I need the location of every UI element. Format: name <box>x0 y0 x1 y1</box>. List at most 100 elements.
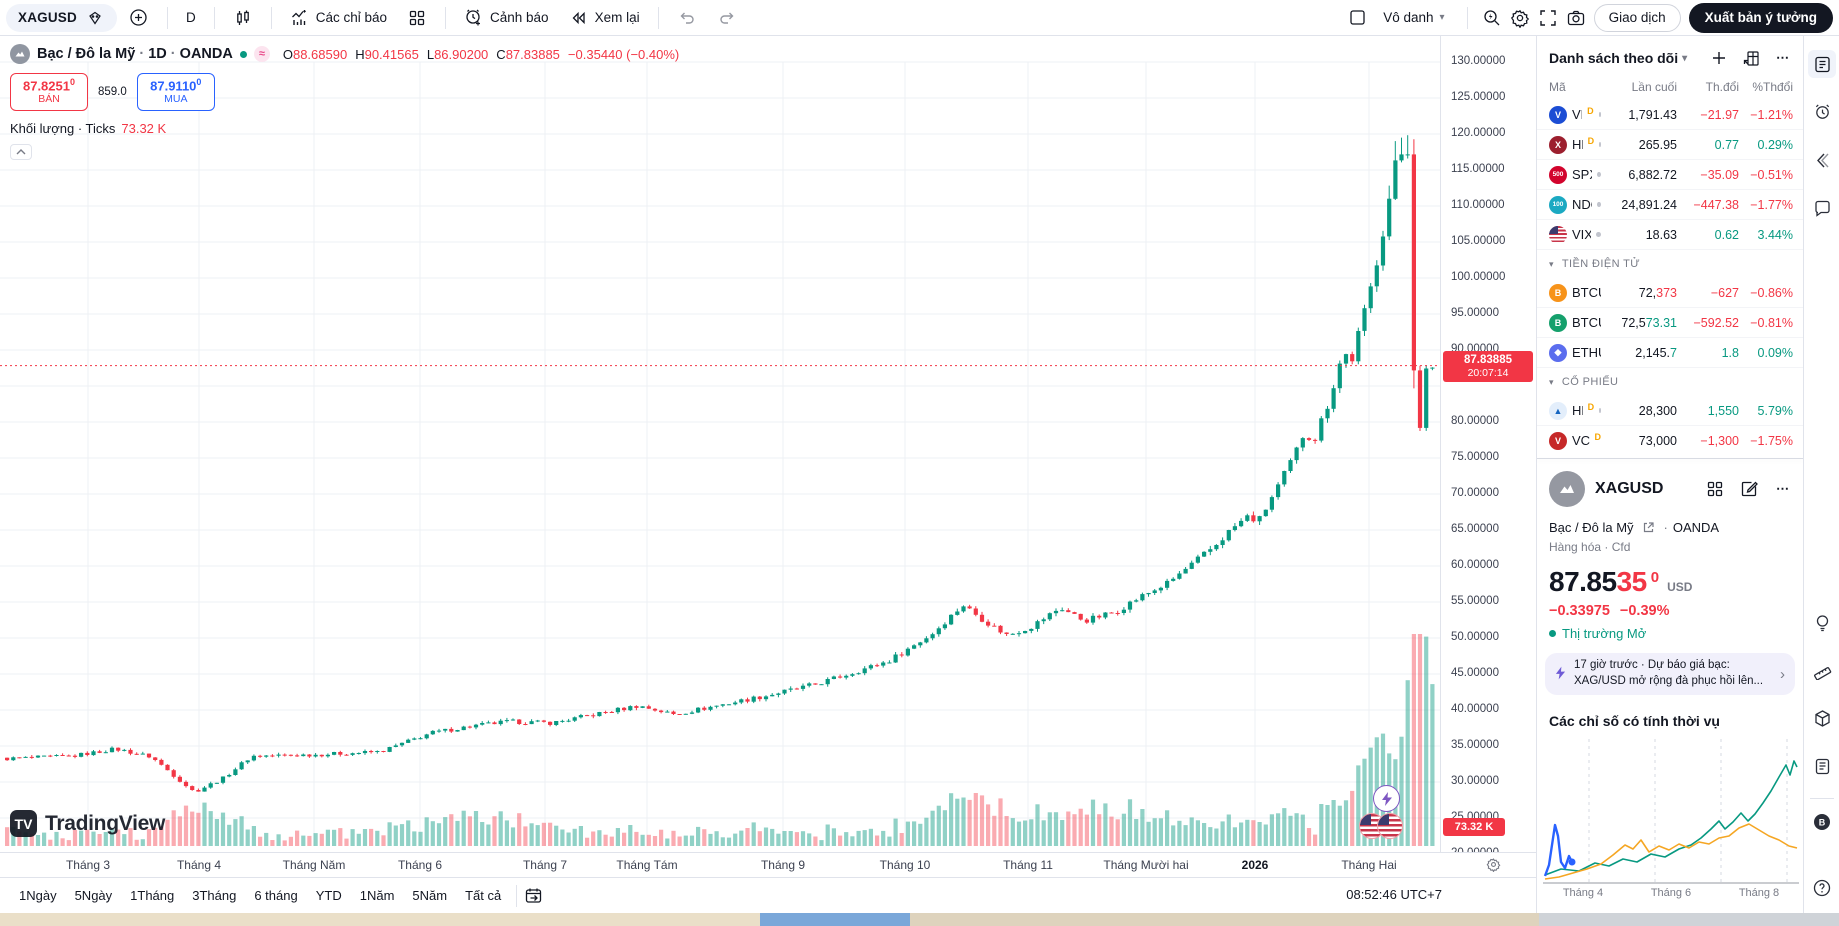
detail-grid-icon[interactable] <box>1705 479 1725 499</box>
trade-button[interactable]: Giao dịch <box>1593 3 1681 32</box>
watchlist-panel-icon[interactable] <box>1808 50 1836 78</box>
price-axis-label: 130.00000 <box>1451 55 1506 67</box>
undo-icon <box>677 8 697 28</box>
current-price-tag: 87.83885 20:07:14 <box>1443 351 1533 382</box>
detail-edit-icon[interactable] <box>1739 479 1759 499</box>
detail-symbol[interactable]: XAGUSD <box>1595 480 1664 497</box>
time-axis[interactable]: Tháng 3 Tháng 4 Tháng Năm Tháng 6 Tháng 7 Thá… <box>0 852 1536 877</box>
screenshot-camera-icon[interactable] <box>1566 8 1586 28</box>
news-event-icon[interactable] <box>1373 785 1400 812</box>
redo-button[interactable] <box>709 4 745 32</box>
symbol-logo-icon: B <box>1549 283 1567 302</box>
panel-divider[interactable] <box>1537 458 1803 459</box>
watchlist-row[interactable]: VIX 18.63 0.62 3.44% <box>1537 220 1803 250</box>
news-banner[interactable]: 17 giờ trước · Dự báo giá bạc: XAG/USD mở… <box>1545 653 1795 695</box>
divider <box>166 6 168 29</box>
brokers-panel-icon[interactable]: B <box>1808 808 1836 836</box>
timeframe-button[interactable]: 1Năm <box>359 888 395 903</box>
top-toolbar: XAGUSD D <box>0 0 1839 36</box>
seasonal-chart[interactable]: Tháng 4 Tháng 6 Tháng 8 <box>1543 735 1799 899</box>
quick-search-icon[interactable] <box>1482 8 1502 28</box>
candlestick-chart[interactable] <box>0 36 1440 852</box>
compare-add-symbol-button[interactable] <box>121 4 157 32</box>
external-link-icon[interactable] <box>1639 517 1659 537</box>
watchlist-row[interactable]: XHNXD265.950.770.29% <box>1537 130 1803 160</box>
watchlist-row[interactable]: VVCID73,000−1,300−1.75% <box>1537 426 1803 454</box>
interval-button[interactable]: D <box>185 10 196 25</box>
watchlist-section[interactable]: ▾ CỔ PHIẾU <box>1549 376 1619 388</box>
symbol-logo-icon: 100 <box>1549 195 1567 214</box>
time-axis-label: Tháng 11 <box>1003 858 1053 872</box>
indicator-templates-button[interactable] <box>399 4 435 32</box>
timeframe-button[interactable]: 5Ngày <box>74 888 113 903</box>
timeframe-button[interactable]: 3Tháng <box>192 888 237 903</box>
timeframe-button[interactable]: YTD <box>315 888 342 903</box>
publish-idea-button[interactable]: Xuất bản ý tưởng <box>1688 2 1833 33</box>
price-axis[interactable]: 130.00000 125.00000 120.00000 115.00000 110.… <box>1440 36 1536 852</box>
watchlist-row[interactable]: BBTCUS72,573.31−592.52−0.81% <box>1537 308 1803 338</box>
go-to-date-icon[interactable] <box>523 886 543 906</box>
watchlist-section[interactable]: ▾ TIỀN ĐIỆN TỬ <box>1549 258 1641 270</box>
layout-select-icon[interactable] <box>1347 8 1367 28</box>
watchlist-row[interactable]: 100NDQ24,891.24−447.38−1.77% <box>1537 190 1803 220</box>
watchlist-title-dropdown[interactable]: Danh sách theo dõi ▾ <box>1549 50 1688 66</box>
time-axis-label: Tháng Mười hai <box>1103 858 1189 872</box>
time-axis-label: Tháng 7 <box>522 858 568 872</box>
watchlist-row[interactable]: BBTCUS72,373−627−0.86% <box>1537 278 1803 308</box>
divider <box>657 6 659 29</box>
alert-button[interactable]: Cảnh báo <box>456 4 557 32</box>
watchlist-row[interactable]: ◆ETHUS2,145.71.80.09% <box>1537 338 1803 368</box>
axis-settings-gear-icon[interactable] <box>1486 857 1501 875</box>
economic-event-flag-icon[interactable] <box>1377 813 1403 839</box>
watchlist-column-headers[interactable]: Mã Lần cuối Th.đổi %Thđổi <box>1549 80 1793 94</box>
symbol-search-button[interactable]: XAGUSD <box>6 3 117 32</box>
time-axis-label: Tháng 10 <box>879 858 931 872</box>
market-status: Thị trường Mở <box>1537 619 1803 641</box>
price-axis-label: 120.00000 <box>1451 127 1506 139</box>
replay-button[interactable]: Xem lại <box>561 4 648 32</box>
timeframe-button[interactable]: Tất cả <box>465 888 502 903</box>
legend-symbol-title[interactable]: Bạc / Đô la Mỹ · 1D · OANDA <box>37 46 233 62</box>
symbol-name: XAGUSD <box>18 10 77 25</box>
volume-indicator-row[interactable]: Khối lượng · Ticks 73.32 K <box>10 121 167 136</box>
help-icon[interactable] <box>1808 874 1836 902</box>
undo-button[interactable] <box>669 4 705 32</box>
session-clock[interactable]: 08:52:46 UTC+7 <box>1346 887 1442 902</box>
divider <box>1466 6 1468 29</box>
chat-panel-icon[interactable] <box>1808 194 1836 222</box>
tradingview-logo-icon: TV <box>10 810 37 837</box>
open-grid-layout-icon[interactable] <box>1741 48 1761 68</box>
detail-more-icon[interactable]: ⋯ <box>1776 481 1790 496</box>
chart-pane[interactable]: Bạc / Đô la Mỹ · 1D · OANDA ≈ O88.68590 … <box>0 36 1440 852</box>
sell-button[interactable]: 87.82510 BÁN <box>10 73 88 111</box>
legend-collapse-button[interactable] <box>10 144 32 160</box>
data-window-panel-icon[interactable] <box>1808 146 1836 174</box>
candlestick-icon <box>233 8 253 28</box>
measure-panel-icon[interactable] <box>1808 656 1836 684</box>
buy-button[interactable]: 87.91100 MUA <box>136 73 215 111</box>
settings-gear-icon[interactable] <box>1510 8 1530 28</box>
watchlist-row[interactable]: 500SPX6,882.72−35.09−0.51% <box>1537 160 1803 190</box>
chart-style-button[interactable] <box>225 4 261 32</box>
watchlist-row[interactable]: VVNID1,791.43−21.97−1.21% <box>1537 100 1803 130</box>
detail-name-row[interactable]: Bạc / Đô la Mỹ · OANDA <box>1537 507 1803 537</box>
timeframe-button[interactable]: 1Ngày <box>19 888 57 903</box>
fullscreen-icon[interactable] <box>1538 8 1558 28</box>
divider <box>445 6 447 29</box>
time-axis-label: Tháng 4 <box>176 858 222 872</box>
alerts-panel-icon[interactable] <box>1808 98 1836 126</box>
object-tree-panel-icon[interactable] <box>1808 704 1836 732</box>
time-axis-label: Tháng 9 <box>760 858 806 872</box>
watchlist-more-icon[interactable]: ⋯ <box>1776 50 1790 65</box>
price-axis-label: 35.00000 <box>1451 739 1499 751</box>
indicators-button[interactable]: Các chỉ báo <box>282 4 395 32</box>
timeframe-button[interactable]: 5Năm <box>412 888 448 903</box>
ideas-panel-icon[interactable] <box>1808 608 1836 636</box>
replay-icon <box>569 8 589 28</box>
layout-name-button[interactable]: Vô danh ▾ <box>1375 4 1452 32</box>
add-symbol-icon[interactable] <box>1709 48 1729 68</box>
timeframe-button[interactable]: 1Tháng <box>130 888 175 903</box>
notes-panel-icon[interactable] <box>1808 752 1836 780</box>
timeframe-button[interactable]: 6 tháng <box>254 888 298 903</box>
